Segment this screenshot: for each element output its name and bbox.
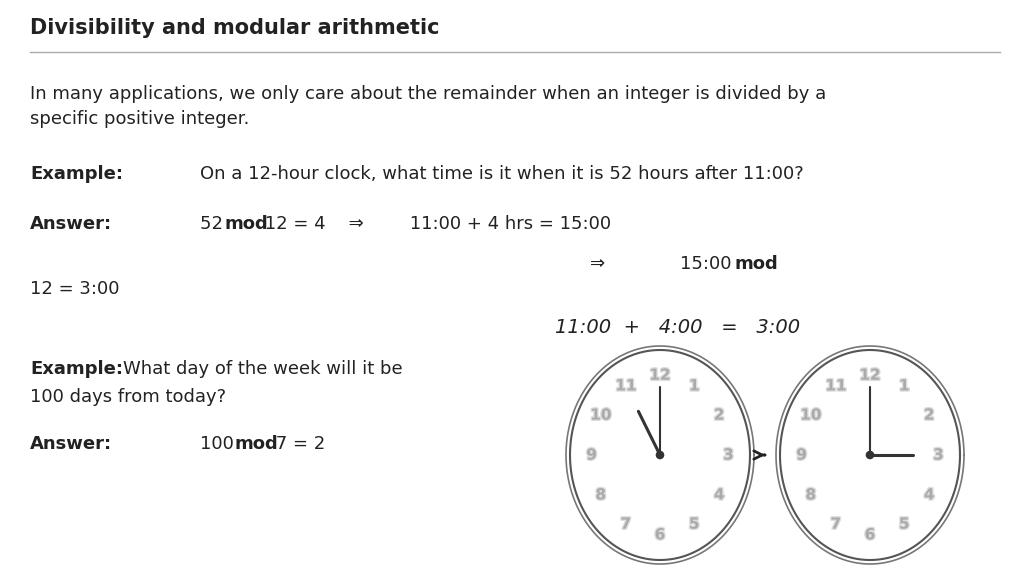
Text: ⇒: ⇒ xyxy=(590,255,605,273)
Text: 10: 10 xyxy=(590,408,611,423)
Text: 12: 12 xyxy=(649,367,671,382)
Text: Example:: Example: xyxy=(30,165,123,183)
Text: 52: 52 xyxy=(200,215,228,233)
Circle shape xyxy=(866,452,873,458)
Text: On a 12-hour clock, what time is it when it is 52 hours after 11:00?: On a 12-hour clock, what time is it when… xyxy=(200,165,804,183)
Text: 8: 8 xyxy=(806,487,816,502)
Text: Divisibility and modular arithmetic: Divisibility and modular arithmetic xyxy=(30,18,439,38)
Text: 11: 11 xyxy=(615,378,636,393)
Text: 6: 6 xyxy=(654,527,666,542)
Text: mod: mod xyxy=(234,435,278,453)
Text: 12 = 3:00: 12 = 3:00 xyxy=(30,280,120,298)
Text: 4: 4 xyxy=(714,487,725,502)
Text: 11:00  +   4:00   =   3:00: 11:00 + 4:00 = 3:00 xyxy=(555,318,800,337)
Text: 8: 8 xyxy=(595,487,606,502)
Text: 1: 1 xyxy=(899,378,909,393)
Text: Answer:: Answer: xyxy=(30,435,112,453)
Text: 3: 3 xyxy=(723,448,734,463)
Text: 2: 2 xyxy=(714,408,725,423)
Text: Example:: Example: xyxy=(30,360,123,378)
Text: 7: 7 xyxy=(830,517,841,532)
Text: 10: 10 xyxy=(800,408,821,423)
Circle shape xyxy=(656,452,664,458)
Text: 11: 11 xyxy=(825,378,846,393)
Text: 12: 12 xyxy=(859,367,881,382)
Text: 7 = 2: 7 = 2 xyxy=(270,435,326,453)
Text: 15:00: 15:00 xyxy=(680,255,737,273)
Text: 1: 1 xyxy=(689,378,699,393)
Text: 100 days from today?: 100 days from today? xyxy=(30,388,226,406)
Text: What day of the week will it be: What day of the week will it be xyxy=(123,360,402,378)
Text: 100: 100 xyxy=(200,435,240,453)
Text: specific positive integer.: specific positive integer. xyxy=(30,110,250,128)
Text: In many applications, we only care about the remainder when an integer is divide: In many applications, we only care about… xyxy=(30,85,826,103)
Text: Answer:: Answer: xyxy=(30,215,112,233)
Text: mod: mod xyxy=(225,215,268,233)
Text: 5: 5 xyxy=(689,517,699,532)
Text: 5: 5 xyxy=(899,517,909,532)
Text: 7: 7 xyxy=(621,517,631,532)
Text: 9: 9 xyxy=(797,448,807,463)
Text: 9: 9 xyxy=(587,448,597,463)
Text: 6: 6 xyxy=(864,527,876,542)
Text: 4: 4 xyxy=(924,487,935,502)
Text: 12 = 4    ⇒        11:00 + 4 hrs = 15:00: 12 = 4 ⇒ 11:00 + 4 hrs = 15:00 xyxy=(259,215,611,233)
Text: mod: mod xyxy=(735,255,778,273)
Text: 3: 3 xyxy=(933,448,944,463)
Text: 2: 2 xyxy=(924,408,935,423)
